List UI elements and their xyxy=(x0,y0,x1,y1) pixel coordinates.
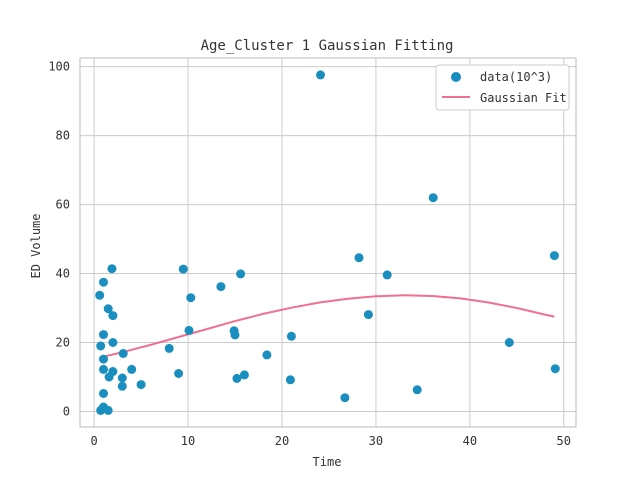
data-point xyxy=(136,380,146,390)
data-point xyxy=(186,293,196,303)
data-point xyxy=(103,405,113,415)
y-tick-label: 80 xyxy=(56,129,70,143)
data-points-group xyxy=(95,70,560,415)
data-point xyxy=(286,331,296,341)
data-point xyxy=(262,350,272,360)
data-point xyxy=(549,251,559,261)
data-point xyxy=(127,364,137,374)
tick-labels: 0 10 20 30 40 50 0 20 40 60 80 100 xyxy=(48,60,571,448)
data-point xyxy=(99,330,108,340)
data-point xyxy=(285,375,295,385)
x-tick-label: 20 xyxy=(275,434,289,448)
plot-frame xyxy=(79,57,577,428)
data-point xyxy=(95,290,105,300)
data-point xyxy=(99,277,108,287)
x-tick-label: 50 xyxy=(557,434,571,448)
data-point xyxy=(184,325,194,335)
data-point xyxy=(118,349,128,358)
data-point xyxy=(108,311,118,321)
data-point xyxy=(504,338,514,347)
data-point xyxy=(117,373,127,383)
x-tick-label: 30 xyxy=(369,434,383,448)
data-point xyxy=(103,304,113,314)
y-tick-label: 100 xyxy=(48,60,70,74)
data-point xyxy=(412,385,422,395)
data-point xyxy=(96,341,106,351)
data-point xyxy=(340,393,350,403)
legend-scatter-marker xyxy=(451,72,461,82)
data-point xyxy=(550,364,560,374)
legend-box xyxy=(435,64,570,111)
data-point xyxy=(236,269,246,279)
data-point xyxy=(239,370,249,380)
data-point xyxy=(108,338,118,347)
legend: data(10^3) Gaussian Fit xyxy=(435,64,570,111)
data-point xyxy=(230,330,240,340)
legend-fit-label: Gaussian Fit xyxy=(480,91,567,105)
y-tick-label: 20 xyxy=(56,336,70,350)
y-tick-label: 40 xyxy=(56,267,70,281)
data-point xyxy=(107,264,117,274)
y-tick-label: 0 xyxy=(63,404,70,418)
data-point xyxy=(99,389,108,398)
x-tick-label: 0 xyxy=(90,434,97,448)
data-point xyxy=(382,270,392,280)
data-point xyxy=(108,367,118,376)
y-axis-label: ED Volume xyxy=(29,213,43,278)
data-point xyxy=(99,354,108,364)
data-point xyxy=(174,369,184,378)
x-axis-label: Time xyxy=(313,455,342,469)
grid-lines xyxy=(80,58,576,427)
x-tick-label: 10 xyxy=(181,434,195,448)
data-point xyxy=(316,70,325,80)
data-point xyxy=(232,373,242,383)
gaussian-fit-line xyxy=(99,294,555,359)
data-point xyxy=(164,343,174,353)
data-point xyxy=(363,310,373,320)
chart-title: Age_Cluster 1 Gaussian Fitting xyxy=(201,38,454,54)
data-point xyxy=(354,253,364,263)
x-tick-label: 40 xyxy=(463,434,477,448)
data-point xyxy=(117,381,127,391)
y-tick-label: 60 xyxy=(56,198,70,212)
legend-scatter-label: data(10^3) xyxy=(480,70,552,84)
data-point xyxy=(216,282,226,292)
data-point xyxy=(99,364,108,374)
data-point xyxy=(428,193,438,203)
fit-curve-group xyxy=(99,294,555,359)
data-point xyxy=(178,264,188,274)
